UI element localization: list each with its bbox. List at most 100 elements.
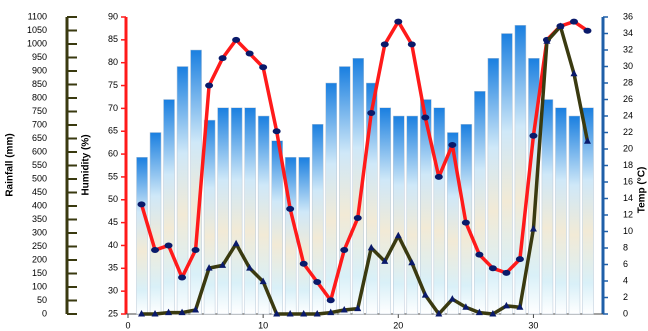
point-marker bbox=[421, 114, 430, 121]
point-marker bbox=[246, 264, 254, 271]
bar bbox=[379, 107, 392, 315]
y2-tick-label: 24 bbox=[623, 110, 633, 120]
y2-tick-label: 16 bbox=[623, 176, 633, 186]
point-marker bbox=[219, 261, 227, 268]
point-marker bbox=[272, 128, 281, 135]
point-marker bbox=[569, 18, 578, 25]
point-marker bbox=[461, 219, 470, 226]
y3-tick-label: 900 bbox=[32, 65, 47, 75]
bar bbox=[149, 132, 162, 315]
point-marker bbox=[408, 258, 416, 266]
series-line bbox=[141, 24, 590, 316]
y-tick-label: 65 bbox=[108, 126, 118, 136]
bar bbox=[541, 99, 554, 315]
y-tick-label: 50 bbox=[108, 194, 118, 204]
point-marker bbox=[354, 304, 362, 312]
y-tick-label: 75 bbox=[108, 80, 118, 90]
point-marker bbox=[529, 224, 537, 232]
point-marker bbox=[191, 247, 200, 254]
y-tick-label: 30 bbox=[108, 286, 118, 296]
point-marker bbox=[340, 247, 349, 254]
bar bbox=[203, 119, 216, 315]
bar bbox=[217, 107, 229, 315]
y2-tick-label: 0 bbox=[623, 308, 628, 318]
bar bbox=[514, 25, 527, 315]
y3-tick-label: 650 bbox=[32, 133, 47, 143]
y3-tick-label: 200 bbox=[32, 254, 47, 264]
y-tick-label: 55 bbox=[108, 171, 118, 181]
y3-tick-label: 300 bbox=[32, 227, 47, 237]
y2-tick-label: 26 bbox=[623, 94, 633, 104]
bar bbox=[393, 115, 405, 315]
point-marker bbox=[286, 205, 295, 212]
y2-tick-label: 32 bbox=[623, 44, 633, 54]
bar bbox=[366, 82, 378, 315]
y3-tick-label: 350 bbox=[32, 214, 47, 224]
point-marker bbox=[192, 305, 200, 313]
point-marker bbox=[475, 308, 483, 316]
y3-tick-label: 450 bbox=[32, 187, 47, 197]
point-marker bbox=[367, 243, 375, 251]
point-marker bbox=[421, 291, 429, 298]
point-marker bbox=[570, 69, 578, 77]
x-tick-label: 20 bbox=[393, 320, 403, 330]
y3-tick-label: 0 bbox=[42, 308, 47, 318]
point-marker bbox=[232, 239, 240, 247]
y3-tick-label: 1050 bbox=[27, 25, 47, 35]
point-marker bbox=[300, 310, 308, 317]
point-marker bbox=[556, 22, 564, 29]
y3-tick-label: 400 bbox=[32, 200, 47, 210]
y2-tick-label: 34 bbox=[623, 28, 633, 38]
bar bbox=[420, 99, 432, 315]
y-tick-label: 35 bbox=[108, 263, 118, 273]
y3-tick-label: 850 bbox=[32, 79, 47, 89]
point-marker bbox=[313, 279, 322, 286]
y2-axis-title: Temp (°C) bbox=[637, 167, 648, 214]
bar bbox=[447, 132, 459, 315]
point-marker bbox=[462, 303, 470, 310]
point-marker bbox=[380, 41, 389, 48]
y3-tick-label: 950 bbox=[32, 52, 47, 62]
y2-tick-label: 36 bbox=[623, 11, 633, 21]
y3-tick-label: 1000 bbox=[27, 38, 47, 48]
point-marker bbox=[516, 303, 524, 310]
y2-tick-label: 6 bbox=[623, 259, 628, 269]
bar bbox=[582, 107, 594, 315]
point-marker bbox=[164, 242, 173, 249]
y-tick-label: 60 bbox=[108, 148, 118, 158]
point-marker bbox=[205, 82, 214, 89]
y2-tick-label: 30 bbox=[623, 61, 633, 71]
point-marker bbox=[502, 269, 511, 276]
bar bbox=[352, 58, 364, 315]
bar bbox=[338, 66, 351, 315]
point-marker bbox=[259, 64, 268, 71]
point-marker bbox=[435, 310, 443, 317]
y2-tick-label: 22 bbox=[623, 127, 633, 137]
point-marker bbox=[327, 308, 335, 316]
point-marker bbox=[448, 141, 457, 148]
point-marker bbox=[286, 310, 294, 317]
point-marker bbox=[488, 265, 497, 272]
bar bbox=[501, 33, 513, 315]
point-marker bbox=[178, 274, 187, 281]
point-marker bbox=[165, 308, 173, 316]
point-marker bbox=[353, 215, 362, 222]
point-marker bbox=[218, 55, 227, 62]
y-tick-label: 85 bbox=[108, 34, 118, 44]
y-tick-label: 45 bbox=[108, 217, 118, 227]
point-marker bbox=[151, 310, 159, 317]
point-marker bbox=[583, 27, 592, 34]
y3-tick-label: 550 bbox=[32, 160, 47, 170]
point-marker bbox=[326, 297, 335, 304]
bar bbox=[163, 99, 175, 315]
y3-tick-label: 100 bbox=[32, 281, 47, 291]
y2-tick-label: 10 bbox=[623, 226, 633, 236]
y3-tick-label: 250 bbox=[32, 241, 47, 251]
y-tick-label: 25 bbox=[108, 308, 118, 318]
bar bbox=[271, 140, 283, 315]
x-tick-label: 0 bbox=[125, 320, 130, 330]
point-marker bbox=[299, 260, 308, 267]
y2-tick-label: 14 bbox=[623, 193, 633, 203]
bar bbox=[433, 107, 446, 315]
